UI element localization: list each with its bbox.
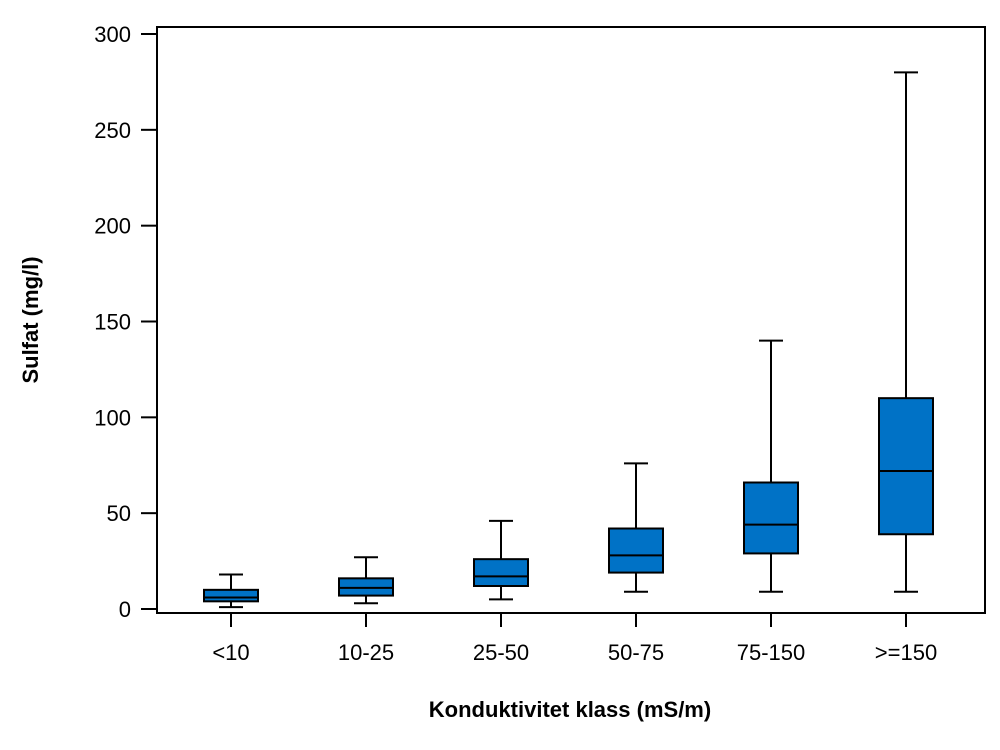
x-tick-label: 25-50	[473, 640, 529, 665]
box-2	[338, 556, 394, 605]
x-axis: <10 10-25 25-50 50-75 75-150 >=150	[212, 613, 937, 665]
box-5	[743, 339, 799, 593]
x-tick-label: >=150	[875, 640, 937, 665]
y-axis-title: Sulfat (mg/l)	[18, 256, 43, 383]
box-series	[203, 71, 934, 609]
y-tick-label: 100	[94, 405, 131, 430]
plot-area	[156, 26, 986, 614]
iqr-box	[473, 558, 529, 588]
box-6	[878, 71, 934, 593]
box-3	[473, 519, 529, 601]
box-1	[203, 573, 259, 609]
y-tick-label: 300	[94, 22, 131, 47]
x-tick-label: 10-25	[338, 640, 394, 665]
y-tick-label: 0	[119, 597, 131, 622]
iqr-box	[608, 527, 664, 574]
y-tick-label: 200	[94, 214, 131, 239]
x-tick-label: 75-150	[737, 640, 806, 665]
y-axis: 0 50 100 150 200 250 300	[94, 22, 157, 622]
y-tick-label: 250	[94, 118, 131, 143]
iqr-box	[203, 588, 259, 603]
x-tick-label: 50-75	[608, 640, 664, 665]
x-axis-title: Konduktivitet klass (mS/m)	[429, 697, 711, 722]
iqr-box	[878, 397, 934, 536]
y-tick-label: 150	[94, 310, 131, 335]
y-tick-label: 50	[107, 501, 131, 526]
box-4	[608, 462, 664, 593]
iqr-box	[743, 481, 799, 555]
x-tick-label: <10	[212, 640, 249, 665]
